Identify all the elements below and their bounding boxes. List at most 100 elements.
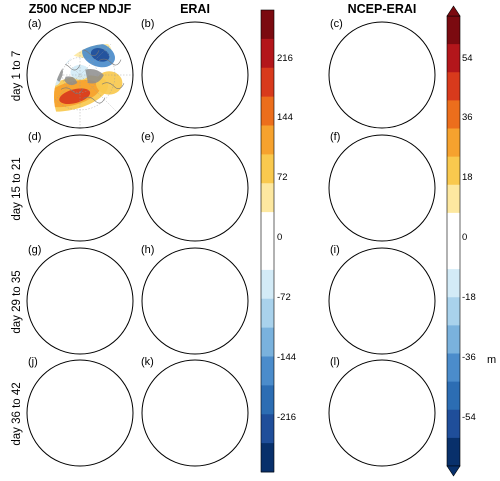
row-label-2: day 15 to 21 <box>11 157 23 220</box>
coastline <box>99 59 121 65</box>
colorbar-right-segment <box>447 297 460 326</box>
colorbar-left-segment <box>261 212 274 242</box>
panel-label-j: (j) <box>28 356 38 368</box>
cbar-right-tick-m36: -36 <box>462 352 476 363</box>
colorbar-left-segment <box>261 298 274 329</box>
cbar-right-tick-54: 54 <box>462 53 473 64</box>
panel-label-d: (d) <box>28 131 41 143</box>
colorbar-left <box>260 9 275 473</box>
map-boundary <box>141 359 249 467</box>
colorbar-right <box>446 5 461 477</box>
cbar-right-tick-m18: -18 <box>462 292 476 303</box>
map-panels <box>26 21 436 467</box>
colorbar-right-segment <box>447 269 460 298</box>
cbar-right-tick-m54: -54 <box>462 412 476 423</box>
map-boundary <box>26 134 134 242</box>
row-labels: day 1 to 7 day 15 to 21 day 29 to 35 day… <box>11 51 23 446</box>
land-mass <box>64 76 77 85</box>
panel-label-a: (a) <box>28 18 41 30</box>
colorbar-right-segment <box>447 212 460 242</box>
map-panel-0-0 <box>26 21 134 129</box>
panel-labels: (a) (b) (c) (d) (e) (f) (g) (h) (i) (j) … <box>28 18 343 368</box>
colorbar-left-segment <box>261 269 274 300</box>
map-boundary <box>141 134 249 242</box>
colorbar-left-segment <box>261 443 274 473</box>
map-panel-3-2 <box>328 359 436 467</box>
colorbar-right-ticks: 54 36 18 0 -18 -36 -54 <box>462 53 476 423</box>
panel-label-f: (f) <box>330 131 340 143</box>
panel-label-e: (e) <box>141 131 154 143</box>
cbar-left-tick-m144: -144 <box>277 352 296 363</box>
colorbar-right-extend-bottom <box>446 465 461 477</box>
cbar-left-tick-m216: -216 <box>277 412 296 423</box>
panel-label-g: (g) <box>28 244 41 256</box>
map-boundary <box>26 359 134 467</box>
coastline <box>102 83 124 89</box>
cbar-left-tick-0: 0 <box>277 232 282 243</box>
colorbar-left-segment <box>261 154 274 184</box>
map-panel-3-1 <box>141 359 249 467</box>
map-panel-1-0 <box>26 134 134 242</box>
colorbar-left-segment <box>261 10 274 40</box>
anomaly-shading <box>70 65 89 80</box>
map-panel-2-2 <box>328 247 436 355</box>
meridian <box>43 38 118 113</box>
colorbar-right-segment <box>447 16 460 45</box>
panel-label-c: (c) <box>330 18 343 30</box>
map-panel-0-2 <box>328 21 436 129</box>
map-disc <box>142 248 248 354</box>
panel-label-l: (l) <box>330 356 340 368</box>
colorbar-right-segment <box>447 325 460 354</box>
colorbar-left-ticks: 216 144 72 0 -72 -144 -216 <box>277 53 296 423</box>
cbar-left-tick-72: 72 <box>277 172 288 183</box>
colorbar-left-segment <box>261 38 274 69</box>
colorbar-right-extend-top <box>446 5 461 17</box>
land-mass <box>85 69 104 83</box>
map-panel-0-1 <box>141 21 249 129</box>
cbar-left-tick-m72: -72 <box>277 292 291 303</box>
map-boundary <box>141 21 249 129</box>
colorbar-right-segment <box>447 44 460 73</box>
map-disc <box>27 248 133 354</box>
map-disc <box>27 135 133 241</box>
map-disc <box>142 135 248 241</box>
map-disc <box>329 135 435 241</box>
column-title-ncep-erai: NCEP-ERAI <box>348 2 417 16</box>
colorbar-right-segment <box>447 409 460 439</box>
cbar-right-tick-36: 36 <box>462 112 473 123</box>
colorbar-left-segment <box>261 125 274 155</box>
colorbar-right-segment <box>447 241 460 270</box>
colorbar-right-segment <box>447 184 460 214</box>
map-disc <box>142 360 248 466</box>
map-disc <box>329 22 435 128</box>
column-title-z500-ncep: Z500 NCEP NDJF <box>29 2 132 16</box>
colorbar-left-segment <box>261 356 274 386</box>
cbar-left-tick-144: 144 <box>277 112 293 123</box>
map-panel-3-0 <box>26 359 134 467</box>
map-panel-2-1 <box>141 247 249 355</box>
colorbar-right-segment <box>447 128 460 158</box>
colorbar-left-segment <box>261 67 274 98</box>
row-label-4: day 36 to 42 <box>11 382 23 445</box>
map-panel-1-1 <box>141 134 249 242</box>
colorbar-right-segment <box>447 72 460 101</box>
map-boundary <box>26 21 134 129</box>
colorbar-left-segment <box>261 385 274 415</box>
panel-label-i: (i) <box>330 244 340 256</box>
colorbar-left-frame <box>260 9 275 473</box>
panel-label-h: (h) <box>141 244 154 256</box>
map-panel-2-0 <box>26 247 134 355</box>
map-disc <box>27 360 133 466</box>
colorbar-left-segment <box>261 241 274 271</box>
colorbar-right-segment <box>447 100 460 129</box>
colorbar-right-segment <box>447 381 460 411</box>
map-boundary <box>141 247 249 355</box>
colorbar-right-segment <box>447 353 460 383</box>
cbar-left-tick-216: 216 <box>277 53 293 64</box>
map-boundary <box>328 247 436 355</box>
colorbar-left-segment <box>261 327 274 357</box>
row-label-1: day 1 to 7 <box>11 51 23 102</box>
cbar-right-tick-0: 0 <box>462 232 467 243</box>
cbar-right-tick-18: 18 <box>462 172 473 183</box>
